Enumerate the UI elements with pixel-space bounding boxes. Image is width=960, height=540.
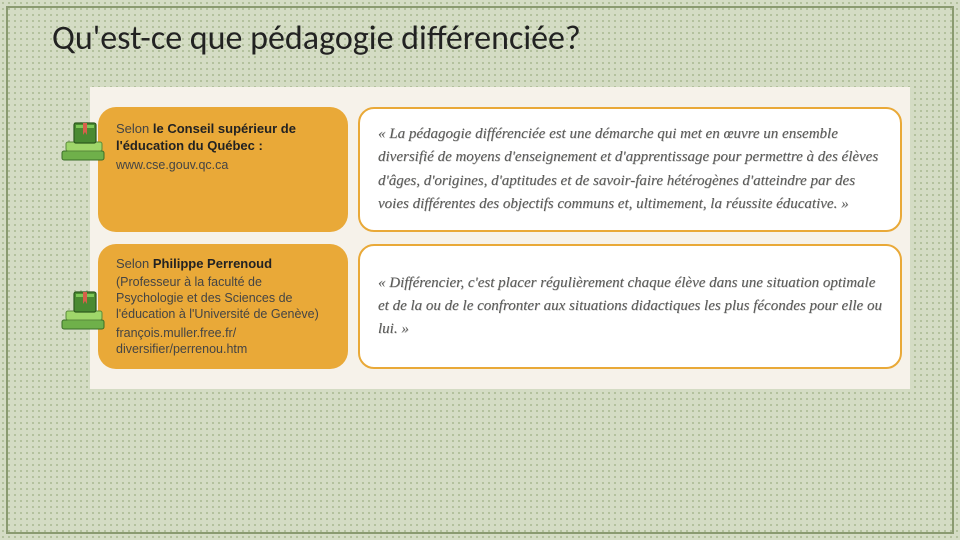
source-lede: Selon: [116, 256, 153, 271]
quote-text: « Différencier, c'est placer régulièreme…: [378, 272, 882, 342]
page-title: Qu'est-ce que pédagogie différenciée?: [0, 0, 960, 59]
source-url: www.cse.gouv.qc.ca: [116, 157, 332, 173]
quote-text: « La pédagogie différenciée est une déma…: [378, 123, 882, 216]
definition-row: Selon le Conseil supérieur de l'éducatio…: [98, 101, 902, 238]
books-icon: [56, 286, 112, 342]
source-detail: (Professeur à la faculté de Psychologie …: [116, 274, 332, 323]
definition-row: Selon Philippe Perrenoud (Professeur à l…: [98, 238, 902, 375]
quote-box-1: « La pédagogie différenciée est une déma…: [358, 107, 902, 232]
source-url: françois.muller.free.fr/ diversifier/per…: [116, 325, 332, 358]
source-box-2: Selon Philippe Perrenoud (Professeur à l…: [98, 244, 348, 369]
content-panel: Selon le Conseil supérieur de l'éducatio…: [90, 87, 910, 389]
books-icon: [56, 117, 112, 173]
source-box-1: Selon le Conseil supérieur de l'éducatio…: [98, 107, 348, 232]
source-lede: Selon: [116, 121, 153, 136]
source-bold: Philippe Perrenoud: [153, 256, 272, 271]
quote-box-2: « Différencier, c'est placer régulièreme…: [358, 244, 902, 369]
